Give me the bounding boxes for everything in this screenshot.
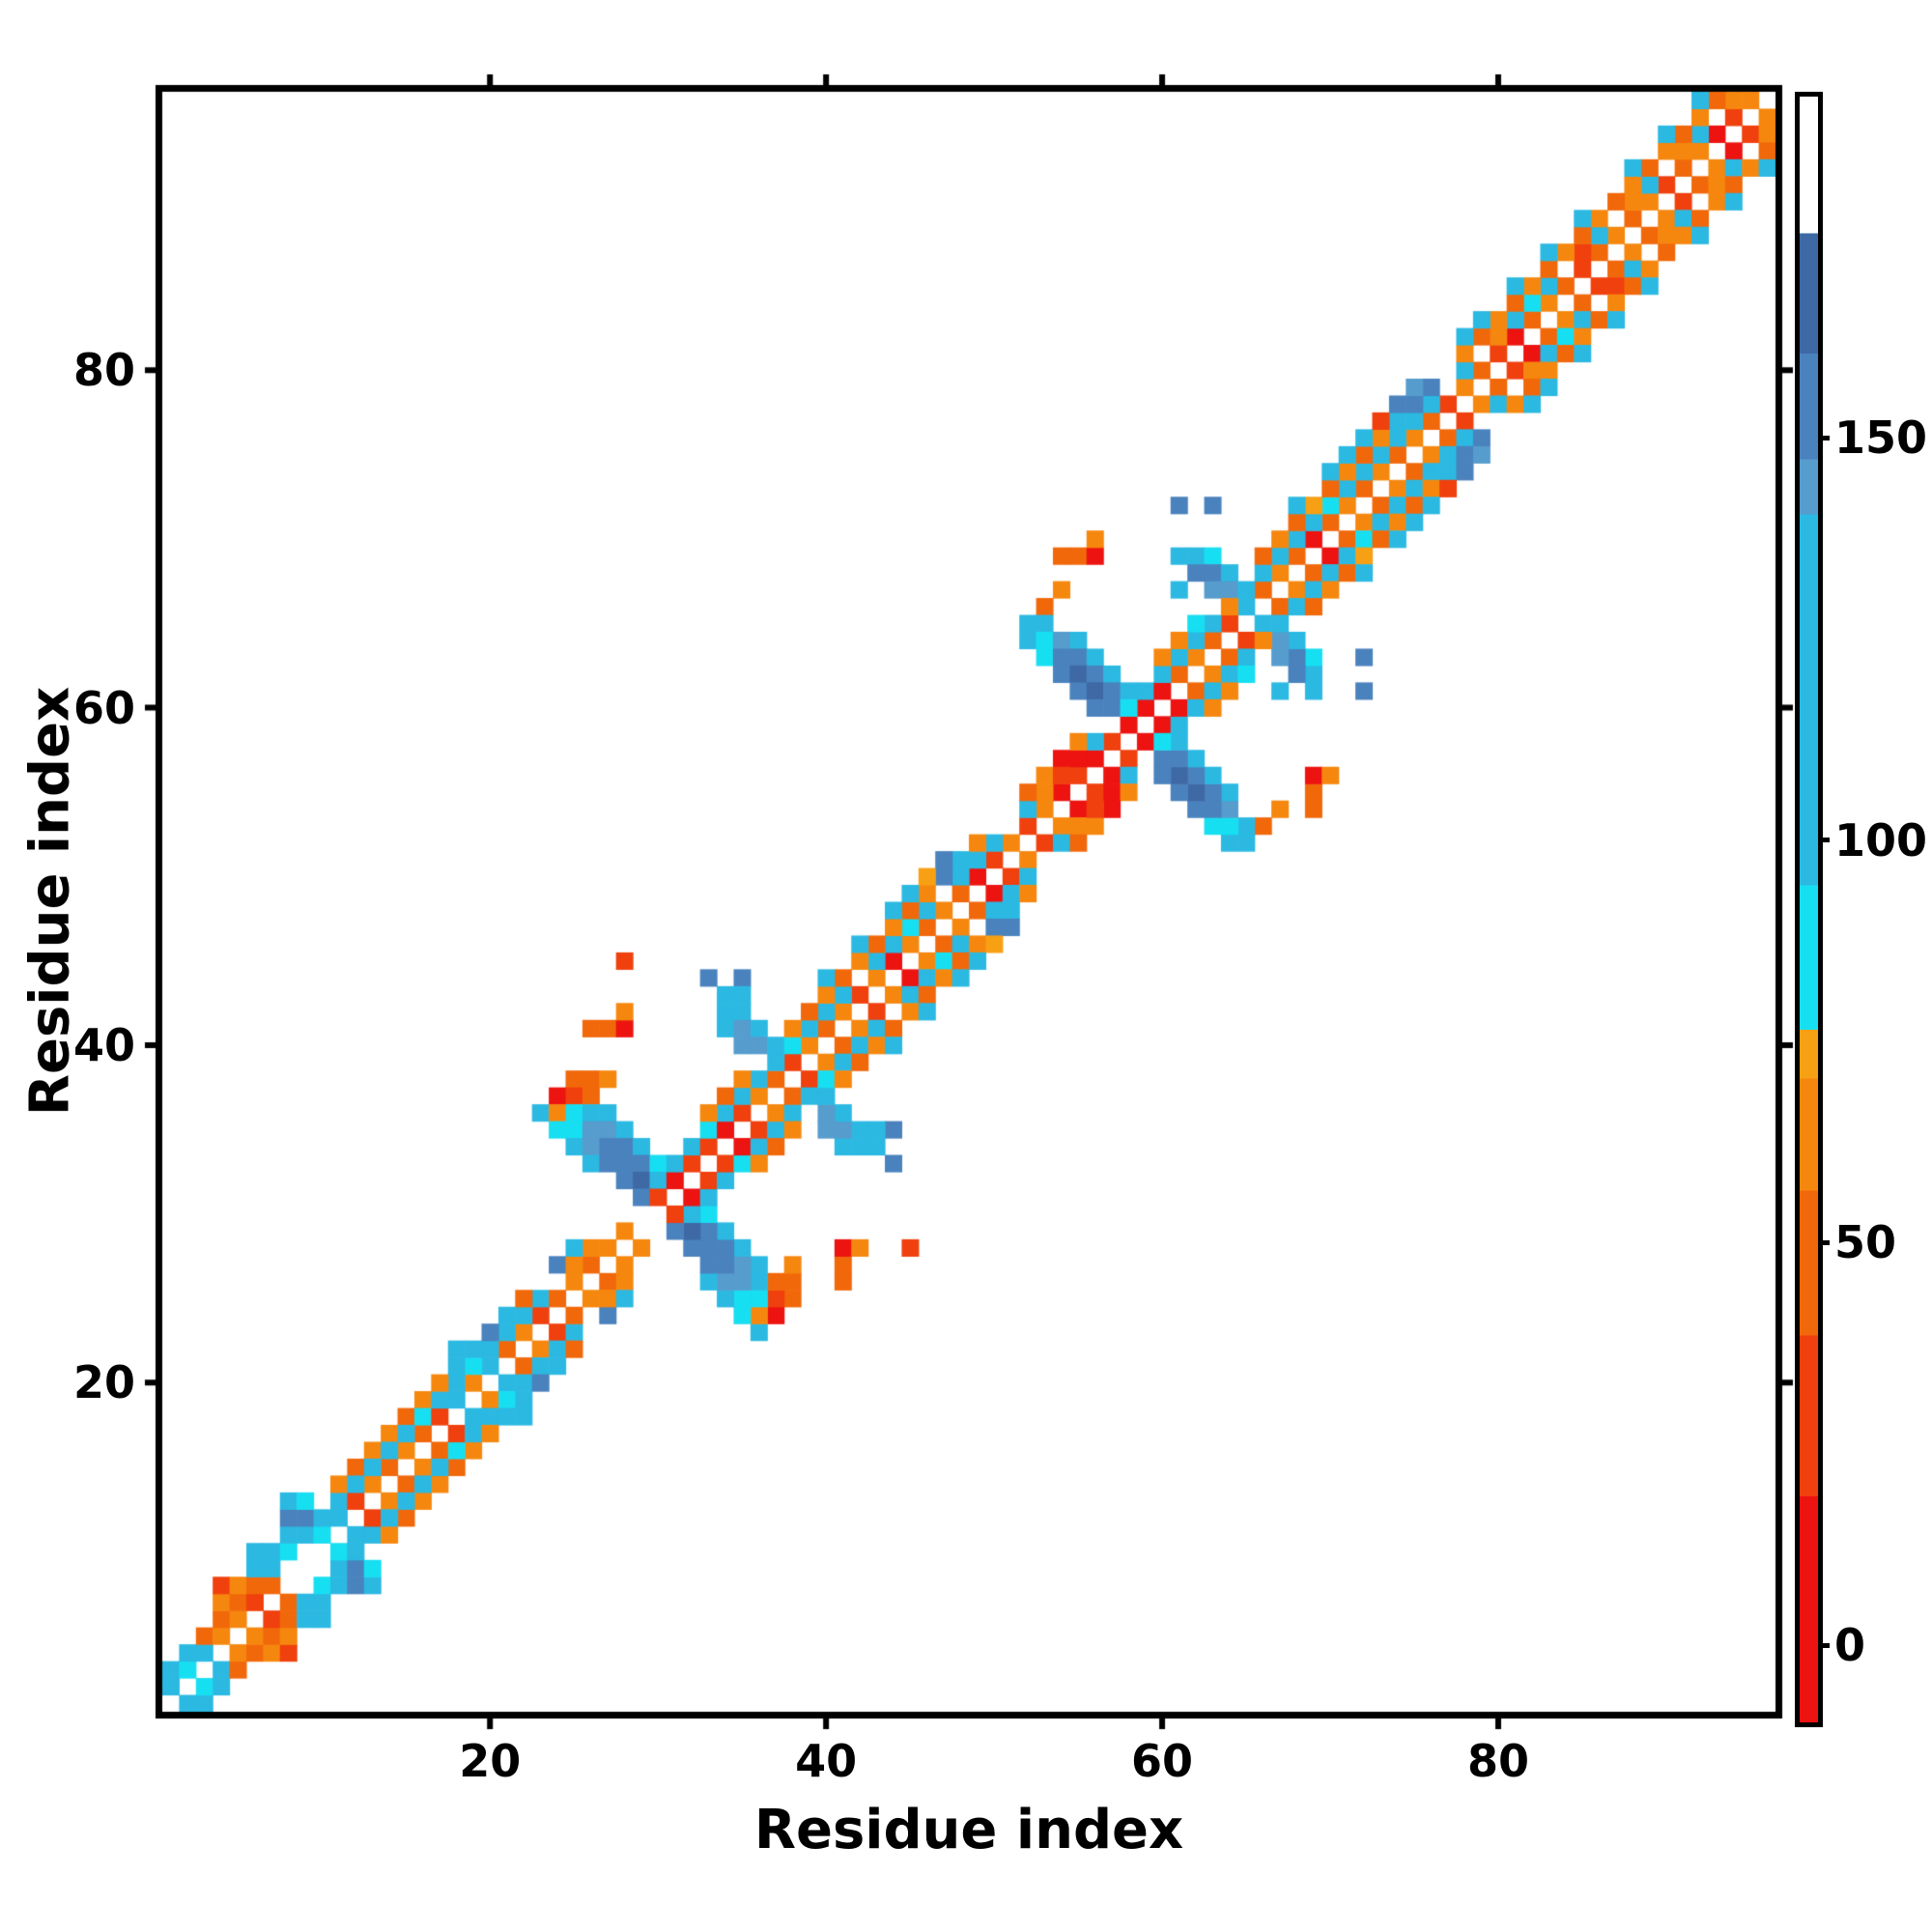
x-tick-label-60: 60 bbox=[1131, 1735, 1194, 1787]
x-tick-label-20: 20 bbox=[459, 1735, 522, 1787]
y-tick-label-80: 80 bbox=[72, 344, 135, 397]
colorbar-tick-150 bbox=[1818, 435, 1830, 440]
x-tick-label-80: 80 bbox=[1466, 1735, 1529, 1787]
colorbar-label-150: 150 bbox=[1834, 412, 1928, 465]
colorbar-label-100: 100 bbox=[1834, 813, 1928, 867]
x-axis-title: Residue index bbox=[753, 1799, 1184, 1861]
x-tick-label-40: 40 bbox=[795, 1735, 858, 1787]
colorbar-tick-50 bbox=[1818, 1239, 1830, 1245]
y-tick-label-20: 20 bbox=[72, 1356, 135, 1409]
y-tick-label-40: 40 bbox=[72, 1018, 135, 1071]
y-tick-label-60: 60 bbox=[72, 681, 135, 734]
colorbar-label-0: 0 bbox=[1834, 1619, 1866, 1671]
colorbar-tick-100 bbox=[1818, 838, 1830, 843]
colorbar bbox=[1795, 92, 1823, 1727]
colorbar-tick-0 bbox=[1818, 1642, 1830, 1648]
y-axis-title: Residue index bbox=[18, 686, 82, 1117]
colorbar-label-50: 50 bbox=[1834, 1216, 1897, 1269]
